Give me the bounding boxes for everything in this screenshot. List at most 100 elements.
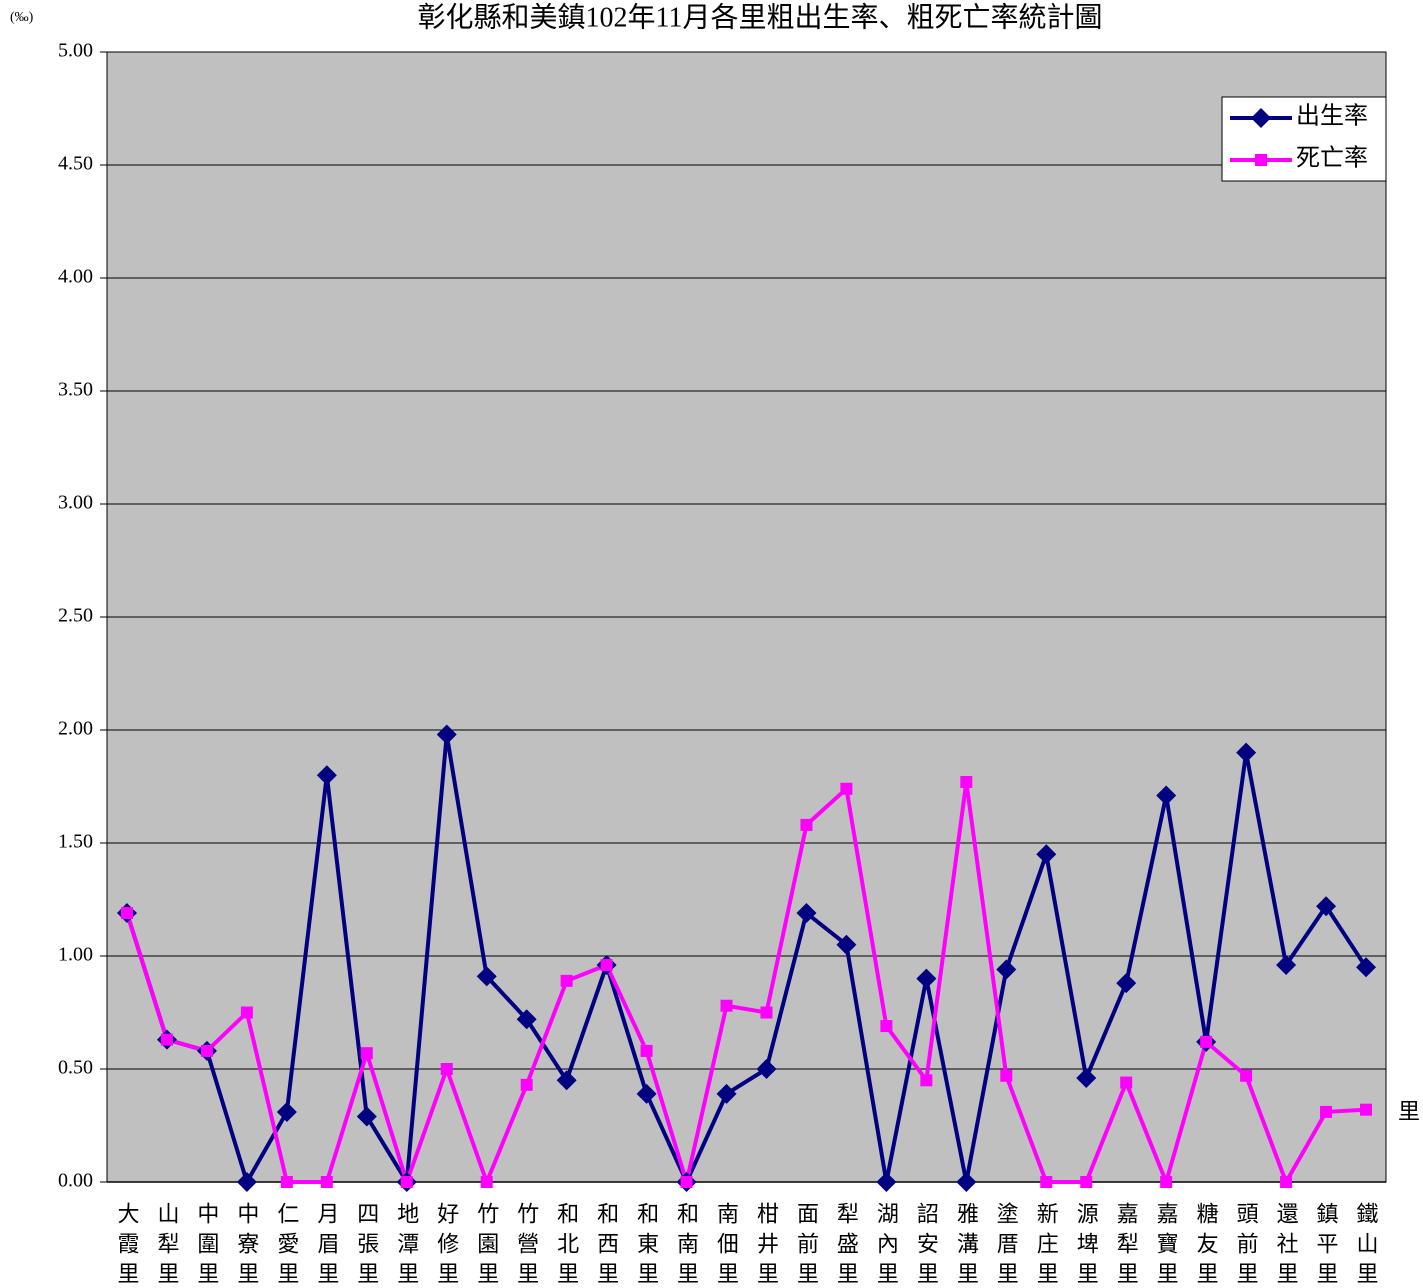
y-tick-label: 3.00 <box>58 492 93 514</box>
x-tick-label: 四張里 <box>354 1202 379 1288</box>
diamond-marker <box>1316 896 1337 917</box>
x-tick-label: 地潭里 <box>394 1202 419 1288</box>
diamond-marker <box>276 1101 297 1122</box>
x-tick-label: 還社里 <box>1274 1202 1299 1288</box>
diamond-marker <box>796 903 817 924</box>
x-tick-label: 大霞里 <box>114 1202 139 1288</box>
square-marker <box>440 1063 453 1075</box>
square-marker <box>560 974 573 987</box>
x-tick-label: 中圍里 <box>194 1202 219 1288</box>
x-tick-label: 源埤里 <box>1074 1202 1099 1288</box>
diamond-marker <box>1156 785 1177 806</box>
x-tick-label: 雅溝里 <box>954 1202 979 1288</box>
y-axis-label: (‰) <box>10 10 34 25</box>
x-tick-label: 詔安里 <box>914 1202 939 1288</box>
x-tick-label: 頭前里 <box>1234 1202 1259 1288</box>
square-marker <box>120 907 133 920</box>
diamond-marker <box>876 1172 897 1192</box>
x-tick-label: 好修里 <box>434 1202 459 1288</box>
diamond-marker <box>356 1106 377 1127</box>
x-tick-label: 鐵山里 <box>1354 1202 1379 1288</box>
square-marker <box>1040 1176 1053 1188</box>
x-tick-label: 嘉寶里 <box>1154 1202 1179 1288</box>
square-marker <box>360 1047 373 1060</box>
y-tick-label: 2.50 <box>58 605 93 627</box>
x-tick-label: 塗厝里 <box>994 1202 1019 1288</box>
x-tick-label: 犁盛里 <box>834 1202 859 1288</box>
square-marker <box>1160 1176 1173 1188</box>
square-marker <box>280 1176 293 1188</box>
y-tick-label: 1.50 <box>58 831 93 853</box>
y-tick-label: 2.00 <box>58 718 93 740</box>
x-tick-label: 柑井里 <box>754 1202 779 1288</box>
diamond-marker <box>1036 844 1057 865</box>
diamond-marker <box>1116 973 1137 994</box>
square-marker <box>1200 1035 1213 1048</box>
square-marker <box>800 818 813 831</box>
square-marker <box>1000 1069 1013 1082</box>
diamond-marker <box>636 1083 657 1104</box>
y-tick-label: 4.00 <box>58 266 93 288</box>
diamond-marker <box>716 1083 737 1104</box>
x-tick-label: 竹營里 <box>514 1202 539 1288</box>
diamond-marker <box>1076 1068 1097 1089</box>
square-marker <box>240 1006 253 1019</box>
square-marker <box>880 1020 893 1033</box>
series-line <box>125 732 1368 1184</box>
x-tick-label: 仁愛里 <box>274 1202 299 1288</box>
square-marker <box>920 1074 933 1087</box>
y-tick-label: 0.00 <box>58 1170 93 1192</box>
diamond-marker <box>476 966 497 987</box>
square-marker <box>200 1044 213 1057</box>
square-marker <box>320 1176 333 1188</box>
x-tick-label: 面前里 <box>794 1202 819 1288</box>
square-marker <box>720 999 733 1012</box>
x-tick-label: 和南里 <box>674 1202 699 1288</box>
x-tick-label: 糖友里 <box>1194 1202 1219 1288</box>
x-tick-label: 山犁里 <box>154 1202 179 1288</box>
series-line <box>125 779 1367 1184</box>
square-marker <box>640 1044 653 1057</box>
x-tick-label: 竹園里 <box>474 1202 499 1288</box>
square-marker <box>520 1078 533 1091</box>
diamond-marker <box>1236 742 1257 763</box>
x-tick-label: 南佃里 <box>714 1202 739 1288</box>
square-marker <box>960 775 973 788</box>
x-tick-label: 新庄里 <box>1034 1202 1059 1288</box>
x-tick-label: 嘉犁里 <box>1114 1202 1139 1288</box>
chart-title: 彰化縣和美鎮102年11月各里粗出生率、粗死亡率統計圖 <box>418 1 1103 33</box>
diamond-marker <box>436 724 457 745</box>
square-marker <box>1240 1069 1253 1082</box>
y-tick-label: 1.00 <box>58 944 93 966</box>
square-marker <box>1360 1103 1373 1116</box>
legend-label: 出生率 <box>1296 103 1368 130</box>
square-marker <box>840 782 853 795</box>
y-tick-label: 4.50 <box>58 153 93 175</box>
diamond-marker <box>836 934 857 955</box>
diamond-marker <box>516 1009 537 1030</box>
legend-marker <box>1255 154 1267 166</box>
x-tick-label: 鎮平里 <box>1314 1202 1339 1288</box>
x-tick-label: 湖內里 <box>874 1202 899 1288</box>
square-marker <box>1280 1176 1293 1188</box>
x-tick-label: 和西里 <box>594 1202 619 1288</box>
square-marker <box>400 1176 413 1188</box>
square-marker <box>1120 1076 1133 1089</box>
square-marker <box>160 1033 173 1046</box>
y-tick-label: 0.50 <box>58 1057 93 1079</box>
square-marker <box>480 1176 493 1188</box>
x-tick-label: 中寮里 <box>234 1202 259 1288</box>
legend-box <box>1221 96 1387 182</box>
diamond-marker <box>1276 955 1297 976</box>
x-tick-label: 月眉里 <box>314 1202 339 1288</box>
y-tick-label: 3.50 <box>58 379 93 401</box>
square-marker <box>1320 1105 1333 1118</box>
y-tick-label: 5.00 <box>58 40 93 62</box>
diamond-marker <box>756 1059 777 1079</box>
square-marker <box>760 1006 773 1019</box>
diamond-marker <box>956 1172 977 1192</box>
diamond-marker <box>316 765 337 786</box>
square-marker <box>1080 1176 1093 1188</box>
legend-marker <box>1251 108 1271 128</box>
